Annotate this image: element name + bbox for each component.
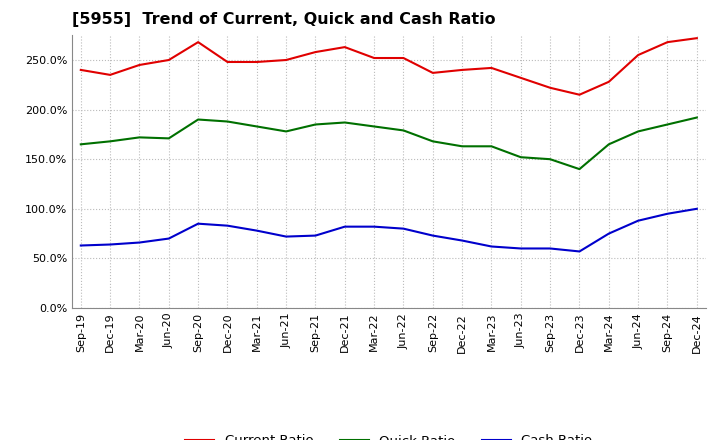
Quick Ratio [135,135,144,140]
Quick Ratio [516,154,525,160]
Cash Ratio [370,224,379,229]
Current Ratio [223,59,232,65]
Cash Ratio [546,246,554,251]
Cash Ratio [428,233,437,238]
Current Ratio [164,57,173,62]
Quick Ratio [487,144,496,149]
Current Ratio [106,72,114,77]
Quick Ratio [282,129,290,134]
Cash Ratio [223,223,232,228]
Cash Ratio [282,234,290,239]
Current Ratio [605,79,613,84]
Current Ratio [693,36,701,41]
Cash Ratio [164,236,173,241]
Quick Ratio [575,166,584,172]
Quick Ratio [399,128,408,133]
Current Ratio [282,57,290,62]
Quick Ratio [341,120,349,125]
Cash Ratio [311,233,320,238]
Current Ratio [253,59,261,65]
Current Ratio [663,40,672,45]
Current Ratio [341,44,349,50]
Text: [5955]  Trend of Current, Quick and Cash Ratio: [5955] Trend of Current, Quick and Cash … [72,12,495,27]
Current Ratio [135,62,144,68]
Quick Ratio [311,122,320,127]
Cash Ratio [399,226,408,231]
Line: Current Ratio: Current Ratio [81,38,697,95]
Cash Ratio [516,246,525,251]
Current Ratio [76,67,85,73]
Current Ratio [516,75,525,81]
Quick Ratio [223,119,232,124]
Cash Ratio [575,249,584,254]
Current Ratio [428,70,437,76]
Quick Ratio [106,139,114,144]
Cash Ratio [76,243,85,248]
Quick Ratio [428,139,437,144]
Current Ratio [634,52,642,58]
Current Ratio [458,67,467,73]
Cash Ratio [458,238,467,243]
Current Ratio [311,49,320,55]
Current Ratio [487,65,496,70]
Current Ratio [194,40,202,45]
Current Ratio [399,55,408,61]
Cash Ratio [106,242,114,247]
Cash Ratio [634,218,642,224]
Quick Ratio [546,157,554,162]
Quick Ratio [76,142,85,147]
Cash Ratio [663,211,672,216]
Quick Ratio [370,124,379,129]
Current Ratio [575,92,584,97]
Cash Ratio [487,244,496,249]
Quick Ratio [634,129,642,134]
Quick Ratio [194,117,202,122]
Legend: Current Ratio, Quick Ratio, Cash Ratio: Current Ratio, Quick Ratio, Cash Ratio [180,429,598,440]
Quick Ratio [663,122,672,127]
Cash Ratio [341,224,349,229]
Quick Ratio [253,124,261,129]
Cash Ratio [135,240,144,245]
Quick Ratio [458,144,467,149]
Line: Quick Ratio: Quick Ratio [81,117,697,169]
Quick Ratio [605,142,613,147]
Cash Ratio [253,228,261,233]
Cash Ratio [693,206,701,212]
Current Ratio [370,55,379,61]
Quick Ratio [693,115,701,120]
Line: Cash Ratio: Cash Ratio [81,209,697,251]
Cash Ratio [194,221,202,226]
Current Ratio [546,85,554,90]
Quick Ratio [164,136,173,141]
Cash Ratio [605,231,613,236]
